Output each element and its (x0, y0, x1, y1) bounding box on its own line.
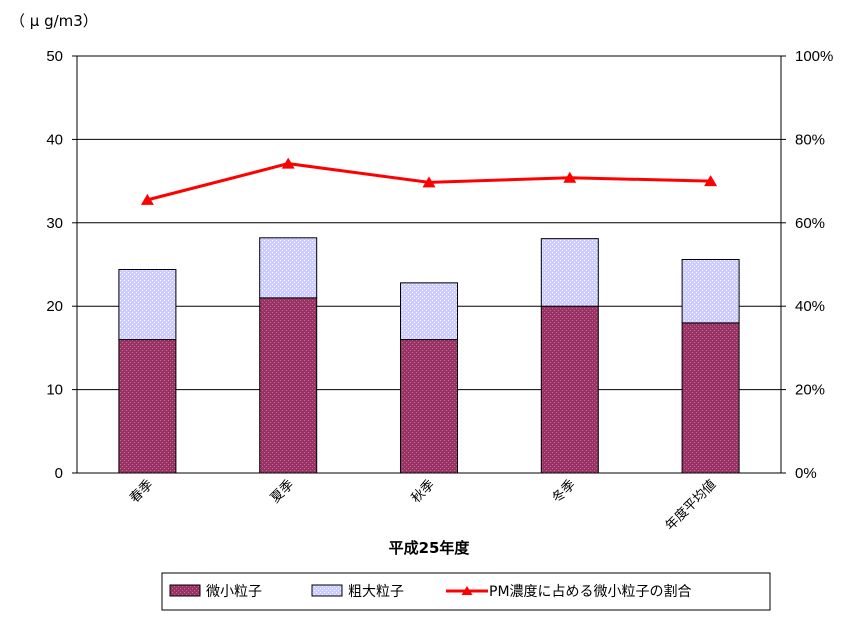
legend-swatch-fine (169, 584, 201, 597)
legend: 微小粒子 粗大粒子 PM濃度に占める微小粒子の割合 (161, 572, 771, 611)
bar-coarse-particles (118, 269, 177, 341)
y-tick-label: 30 (46, 215, 63, 232)
y-tick-label: 10 (46, 382, 63, 399)
x-category-label: 冬季 (549, 477, 579, 507)
legend-marker-ratio (461, 586, 473, 595)
y2-tick-label: 20% (795, 382, 825, 399)
bar-coarse-particles (681, 258, 740, 324)
x-category-label: 夏季 (268, 477, 297, 506)
bar-fine-particles (540, 305, 599, 474)
y-tick-label: 20 (46, 298, 63, 315)
y-tick-label: 0 (55, 465, 63, 482)
ratio-point-marker (704, 175, 718, 187)
x-axis-title: 平成25年度 (389, 539, 471, 557)
x-category-label: 年度平均値 (662, 477, 719, 534)
bar-coarse-particles (259, 237, 318, 299)
bar-fine-particles (259, 297, 318, 474)
bar-fine-particles (681, 322, 740, 474)
x-category-label: 春季 (127, 477, 156, 506)
y-axis-right-ticks: 0% 20% 40% 60% 80% 100% (781, 48, 833, 482)
y2-tick-label: 0% (795, 465, 817, 482)
unit-label: （ μ g/m3） (10, 12, 98, 30)
legend-label-coarse: 粗大粒子 (348, 584, 404, 600)
y-axis-left-ticks: 0 10 20 30 40 50 (46, 48, 77, 482)
y2-tick-label: 80% (795, 131, 825, 148)
y-tick-label: 50 (46, 48, 63, 65)
bar-coarse-particles (540, 238, 599, 307)
bar-coarse-particles (400, 282, 458, 341)
x-category-label: 秋季 (409, 477, 438, 506)
ratio-point-marker (281, 157, 295, 169)
ratio-line (140, 157, 718, 205)
legend-label-fine: 微小粒子 (206, 584, 262, 600)
legend-swatch-coarse (311, 584, 343, 597)
legend-label-ratio: PM濃度に占める微小粒子の割合 (489, 583, 692, 600)
bars (118, 237, 740, 474)
bar-fine-particles (118, 339, 177, 474)
y2-tick-label: 40% (795, 298, 825, 315)
y2-tick-label: 100% (795, 48, 833, 65)
ratio-point-marker (563, 171, 577, 183)
ratio-point-marker (422, 176, 436, 188)
bar-fine-particles (400, 339, 458, 474)
ratio-point-marker (140, 193, 154, 205)
x-axis-categories: 春季 夏季 秋季 冬季 年度平均値 (127, 477, 719, 534)
y2-tick-label: 60% (795, 215, 825, 232)
y-tick-label: 40 (46, 131, 63, 148)
